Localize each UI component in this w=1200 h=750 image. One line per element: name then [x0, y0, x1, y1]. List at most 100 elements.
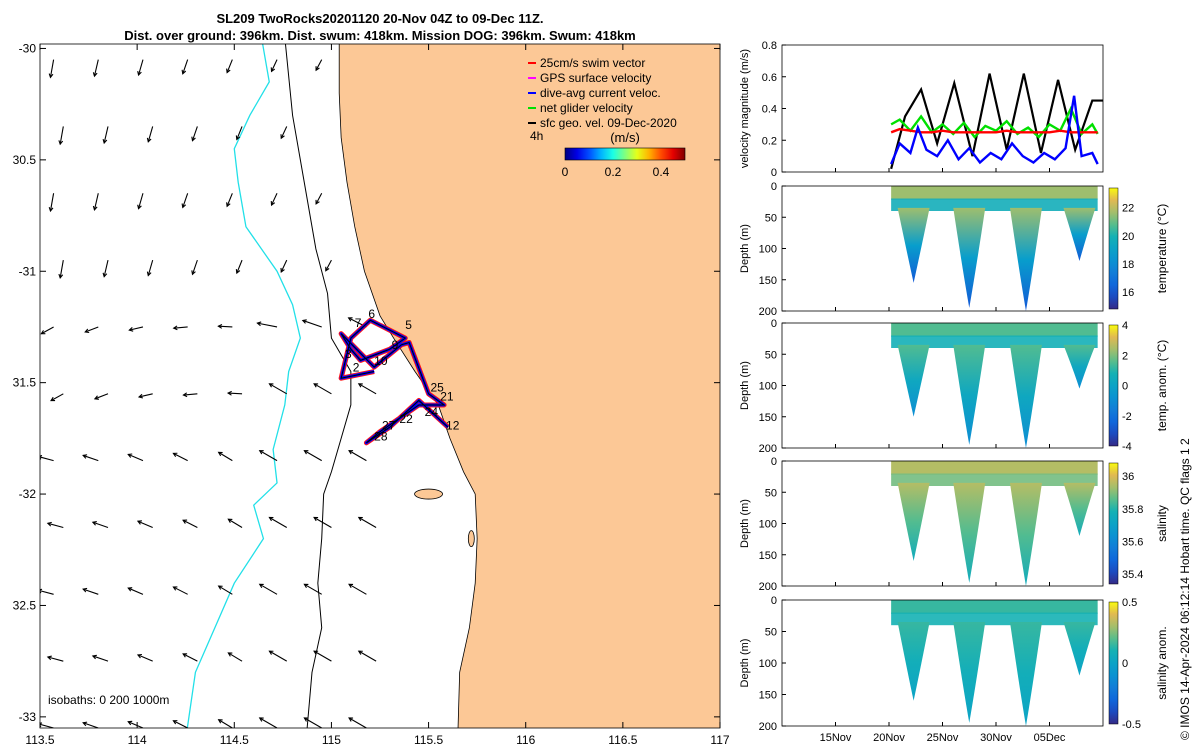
velocity-arrow-shaft	[280, 259, 288, 273]
velocity-arrow	[258, 583, 278, 595]
velocity-arrow	[357, 516, 377, 528]
velocity-arrow-head	[136, 653, 142, 659]
velocity-arrow-shaft	[92, 655, 109, 662]
velocity-arrow	[50, 393, 64, 402]
colorbar-side-label: 4h	[530, 129, 543, 143]
velocity-arrow	[280, 126, 288, 140]
velocity-arrow-shaft	[236, 126, 243, 140]
velocity-arrow-shaft	[259, 717, 278, 728]
velocity-arrow	[217, 719, 233, 728]
y-tick-label: 50	[765, 627, 777, 639]
heatmap-dive-profile	[953, 207, 986, 308]
velocity-arrow	[227, 518, 243, 528]
velocity-arrow-head	[258, 450, 264, 455]
velocity-arrow-head	[315, 66, 320, 72]
velocity-arrow-head	[91, 654, 97, 660]
velocity-arrow	[102, 126, 109, 145]
velocity-arrow	[92, 59, 99, 78]
y-tick-label: 150	[759, 690, 777, 702]
velocity-arrow	[40, 455, 54, 462]
velocity-arrow-head	[128, 327, 134, 332]
velocity-arrow-head	[217, 585, 223, 590]
legend-label: dive-avg current veloc.	[540, 86, 661, 100]
velocity-arrow-head	[58, 273, 64, 279]
track-label: 21	[440, 389, 454, 403]
y-tick-label: -32	[19, 487, 37, 501]
velocity-arrow	[226, 390, 243, 396]
velocity-arrow	[48, 193, 55, 213]
velocity-arrow-head	[348, 583, 354, 589]
heatmap-dive-profile	[1009, 622, 1042, 726]
velocity-arrow	[102, 259, 109, 278]
velocity-arrow-shaft	[182, 59, 189, 74]
velocity-arrow-shaft	[147, 259, 154, 276]
isobath-legend: isobaths: 0 200 1000m	[48, 693, 169, 707]
legend-label: net glider velocity	[540, 101, 633, 115]
velocity-arrow	[82, 587, 99, 595]
velocity-arrow	[268, 516, 288, 528]
track-label: 12	[446, 418, 460, 432]
y-axis-label: Depth (m)	[739, 361, 751, 410]
velocity-arrow-shaft	[259, 583, 278, 595]
velocity-arrow-head	[268, 516, 274, 522]
velocity-arrow-shaft	[191, 126, 198, 141]
velocity-arrow-head	[82, 454, 88, 459]
colorbar-tick-label: 0	[562, 165, 569, 179]
velocity-arrow	[172, 720, 188, 728]
colorbar-tick-label: 16	[1122, 287, 1134, 299]
velocity-arrow-shaft	[147, 126, 154, 142]
velocity-arrow	[48, 59, 55, 79]
ts-frame	[781, 44, 1104, 173]
y-tick-label: 0.6	[762, 72, 777, 84]
colorbar-tick-label: 0.4	[653, 165, 670, 179]
colorbar-label: salinity	[1155, 505, 1169, 542]
velocity-arrow-shaft	[280, 126, 288, 139]
velocity-arrow-shaft	[137, 520, 153, 528]
velocity-arrow-head	[127, 453, 133, 458]
velocity-arrow	[46, 655, 64, 662]
heatmap-dive-profile	[1063, 482, 1096, 536]
velocity-arrow	[182, 519, 198, 528]
velocity-arrow-head	[182, 392, 188, 398]
heatmap-dive-profile	[1063, 344, 1096, 389]
y-tick-label: 200	[759, 443, 777, 455]
y-tick-label: 150	[759, 550, 777, 562]
velocity-arrow	[357, 383, 377, 395]
velocity-arrow-shaft	[313, 650, 332, 662]
velocity-arrow-shaft	[358, 517, 377, 528]
velocity-arrow-head	[102, 272, 108, 278]
legend-label: 25cm/s swim vector	[540, 56, 645, 70]
velocity-arrow-shaft	[228, 652, 243, 662]
velocity-arrow	[84, 326, 99, 334]
velocity-arrow-head	[357, 383, 363, 388]
velocity-arrow-shaft	[228, 518, 243, 528]
velocity-arrow-head	[46, 521, 52, 527]
velocity-arrow-head	[92, 205, 98, 211]
y-tick-label: 200	[759, 581, 777, 593]
velocity-arrow-head	[268, 650, 274, 655]
velocity-arrow	[58, 260, 64, 279]
velocity-arrow-shaft	[92, 521, 109, 528]
velocity-arrow-shaft	[271, 193, 278, 206]
velocity-arrow-shaft	[85, 326, 99, 333]
velocity-arrow-shaft	[82, 588, 99, 595]
velocity-arrow-shaft	[358, 650, 377, 662]
velocity-arrow-shaft	[173, 326, 188, 329]
heatmap-surface-band	[891, 186, 1098, 200]
colorbar-label: salinity anom.	[1155, 626, 1169, 699]
colorbar-tick-label: 0	[1122, 658, 1128, 670]
track-label: 7	[355, 316, 362, 330]
velocity-arrow-head	[50, 396, 56, 402]
velocity-arrow	[227, 652, 243, 662]
y-tick-label: 0	[771, 167, 777, 179]
y-tick-label: 0.8	[762, 40, 777, 52]
velocity-arrow-head	[226, 202, 231, 208]
velocity-arrow-head	[347, 317, 353, 322]
velocity-arrow-shaft	[40, 456, 54, 462]
velocity-arrow-head	[182, 653, 188, 658]
ts-panel-1: 0 50 100 150 200 Depth (m) 16 18 20 22 temperature…	[739, 181, 1169, 318]
track-label: 10	[374, 354, 388, 368]
velocity-arrow-head	[217, 451, 223, 457]
heatmap-dive-profile	[953, 622, 986, 723]
land-mass	[338, 44, 720, 728]
